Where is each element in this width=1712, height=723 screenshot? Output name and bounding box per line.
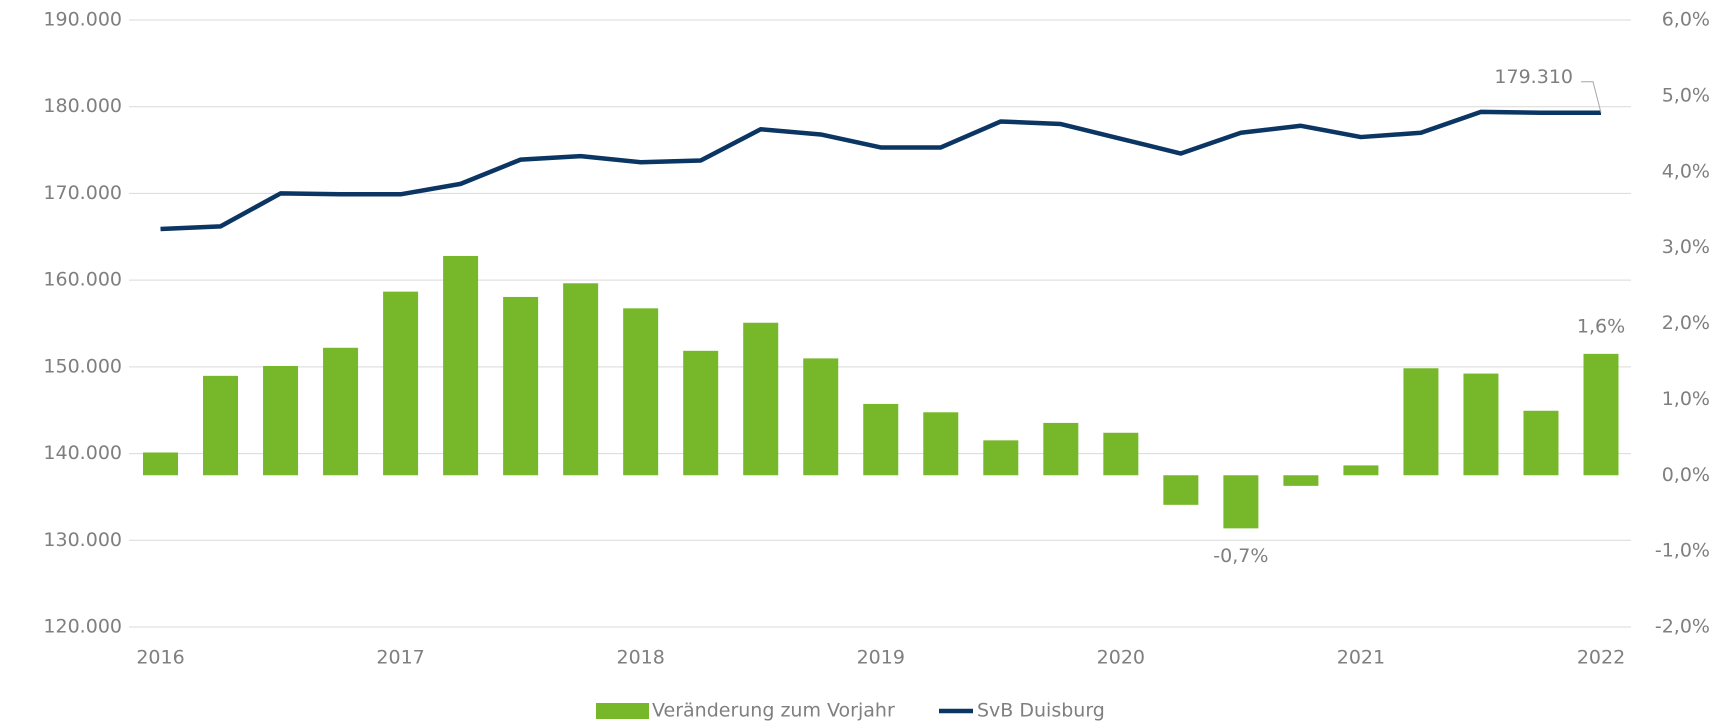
x-tick-label: 2022 xyxy=(1577,647,1625,669)
leader-line xyxy=(1581,81,1602,113)
data-label: 1,6% xyxy=(1577,315,1625,337)
bar xyxy=(863,403,899,476)
y-tick-label: 180.000 xyxy=(43,95,122,117)
bar xyxy=(563,283,599,476)
y-tick-label: 140.000 xyxy=(43,442,122,464)
bar xyxy=(443,255,479,476)
x-tick-label: 2019 xyxy=(857,647,905,669)
x-tick-label: 2018 xyxy=(616,647,664,669)
y2-tick-label: 4,0% xyxy=(1662,160,1710,182)
bar xyxy=(323,347,359,476)
y-tick-label: 120.000 xyxy=(43,616,122,638)
y-tick-label: 150.000 xyxy=(43,355,122,377)
bar xyxy=(1163,475,1199,505)
bar xyxy=(683,350,719,476)
bar xyxy=(1343,465,1379,476)
y2-tick-label: 5,0% xyxy=(1662,84,1710,106)
legend-label: SvB Duisburg xyxy=(977,700,1105,722)
x-tick-label: 2020 xyxy=(1097,647,1145,669)
bar xyxy=(1223,475,1259,529)
y2-tick-label: 6,0% xyxy=(1662,9,1710,31)
y2-tick-label: 1,0% xyxy=(1662,388,1710,410)
bar xyxy=(503,296,539,476)
bar xyxy=(263,365,299,476)
bar xyxy=(743,322,779,476)
y2-tick-label: -1,0% xyxy=(1655,540,1710,562)
bar xyxy=(1523,410,1559,476)
data-label: -0,7% xyxy=(1213,545,1268,567)
bar xyxy=(1283,475,1319,486)
bar xyxy=(1103,432,1139,476)
bar xyxy=(143,452,178,476)
y-tick-label: 130.000 xyxy=(43,529,122,551)
x-tick-label: 2016 xyxy=(136,647,184,669)
data-label: 179.310 xyxy=(1494,66,1573,88)
bar xyxy=(383,291,419,476)
y2-tick-label: -2,0% xyxy=(1655,616,1710,638)
bar xyxy=(1583,353,1619,476)
y-tick-label: 160.000 xyxy=(43,269,122,291)
y2-tick-label: 3,0% xyxy=(1662,236,1710,258)
bar xyxy=(983,440,1019,476)
bar xyxy=(1463,373,1499,476)
y2-tick-label: 0,0% xyxy=(1662,464,1710,486)
bar xyxy=(923,412,959,476)
bar xyxy=(623,308,659,476)
legend-label: Veränderung zum Vorjahr xyxy=(652,700,895,722)
x-tick-label: 2017 xyxy=(376,647,424,669)
y-tick-label: 190.000 xyxy=(43,9,122,31)
y2-tick-label: 2,0% xyxy=(1662,312,1710,334)
y-tick-label: 170.000 xyxy=(43,182,122,204)
x-tick-label: 2021 xyxy=(1337,647,1385,669)
legend-swatch xyxy=(596,703,649,719)
bar xyxy=(1403,368,1439,476)
bar xyxy=(803,358,839,476)
bar xyxy=(1043,422,1079,476)
bar xyxy=(203,375,239,476)
line xyxy=(160,109,1602,232)
